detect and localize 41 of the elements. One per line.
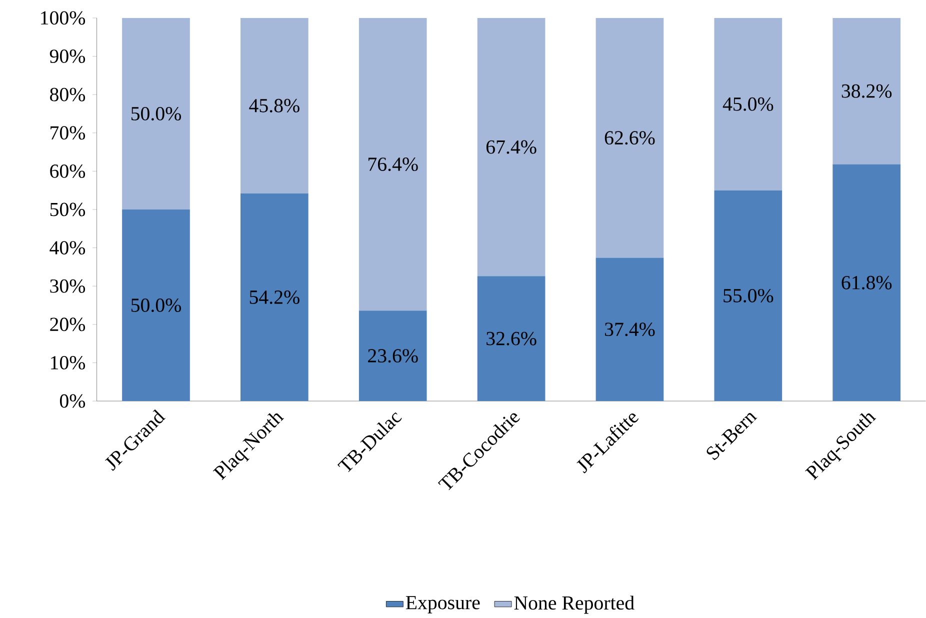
bar (596, 18, 664, 258)
y-tick-label: 90% (50, 50, 86, 64)
y-tick-label: 30% (50, 280, 86, 294)
data-label: 54.2% (250, 290, 300, 304)
y-tick-label: 100% (41, 11, 86, 25)
bar (477, 276, 546, 402)
data-label: 61.8% (842, 276, 892, 290)
y-tick-label: 50% (50, 202, 86, 216)
y-tick-label: 0% (60, 394, 86, 408)
data-label: 55.0% (724, 289, 774, 303)
bar (714, 190, 782, 402)
bar (596, 258, 664, 402)
bar (477, 18, 546, 276)
y-tick-label: 20% (50, 318, 86, 332)
y-tick-label: 10% (51, 356, 86, 370)
data-label: 50.0% (131, 107, 181, 121)
data-label: 32.6% (486, 332, 536, 346)
legend-label: Exposure (406, 596, 480, 614)
bar (240, 18, 308, 194)
bar (714, 18, 782, 191)
data-label: 37.4% (605, 322, 655, 336)
bar (832, 18, 901, 165)
legend-label: None Reported (514, 596, 634, 614)
bar (122, 210, 190, 402)
y-tick-label: 80% (50, 88, 86, 102)
y-tick-label: 70% (50, 126, 86, 140)
data-label: 62.6% (604, 131, 655, 145)
data-label: 76.4% (368, 158, 418, 172)
bar (122, 18, 190, 210)
data-label: 45.0% (722, 98, 774, 112)
data-label: 23.6% (368, 349, 418, 363)
bar (358, 310, 427, 402)
bar (832, 164, 901, 402)
data-label: 38.2% (842, 84, 892, 98)
bar (240, 194, 308, 402)
data-label: 67.4% (486, 140, 536, 154)
bar (358, 18, 427, 311)
y-tick-label: 60% (50, 164, 86, 178)
data-label: 50.0% (131, 298, 181, 312)
y-tick-label: 40% (50, 241, 86, 255)
data-label: 45.8% (249, 99, 300, 113)
